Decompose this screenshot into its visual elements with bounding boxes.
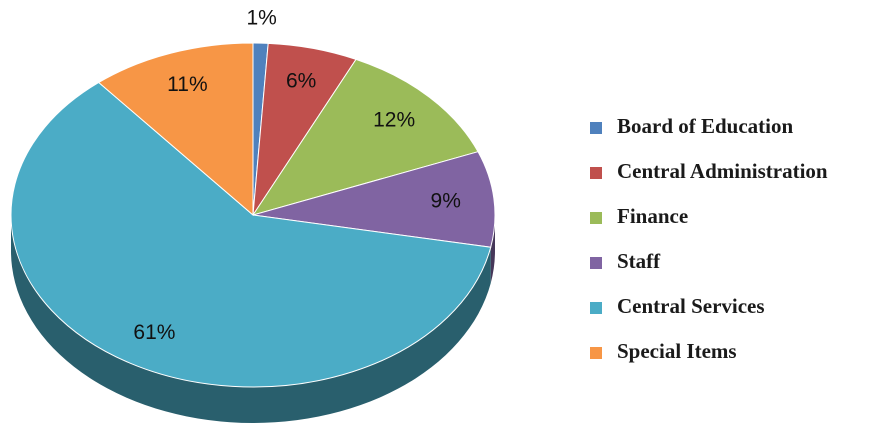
data-label: 1%: [246, 7, 276, 30]
legend-swatch: [590, 302, 602, 314]
legend-label: Special Items: [617, 339, 737, 363]
pie-side: [11, 215, 491, 423]
legend-label: Staff: [617, 249, 661, 273]
pie-slice: [252, 151, 496, 248]
legend-swatch: [590, 212, 602, 224]
data-label: 9%: [431, 190, 461, 213]
data-label: 61%: [133, 321, 175, 344]
legend-label: Finance: [617, 204, 688, 228]
legend-swatch: [590, 257, 602, 269]
pie-slice: [251, 58, 479, 216]
legend-swatch: [590, 122, 602, 134]
data-label: 11%: [167, 73, 207, 96]
pie-slice: [97, 42, 254, 217]
data-label: 12%: [373, 108, 415, 131]
pie-slice: [10, 81, 492, 388]
data-label: 6%: [286, 69, 316, 92]
legend-label: Central Services: [617, 294, 765, 318]
legend-label: Board of Education: [617, 114, 794, 138]
legend-label: Central Administration: [617, 159, 828, 183]
legend-swatch: [590, 167, 602, 179]
legend-swatch: [590, 347, 602, 359]
